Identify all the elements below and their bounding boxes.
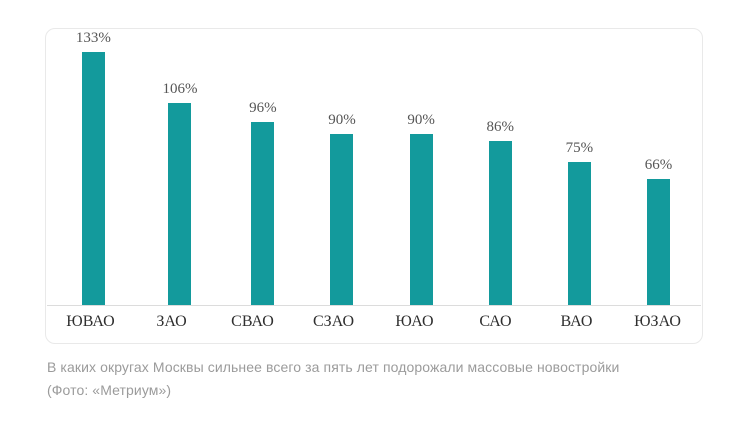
- bar: [409, 134, 433, 305]
- bar-value-label: 133%: [75, 30, 111, 46]
- figure-photo-credit: (Фото: «Метриум»): [47, 382, 172, 398]
- bar-column: 90%: [328, 29, 356, 305]
- x-axis-tick-label: ЮЗАО: [634, 313, 681, 330]
- bar-column: 75%: [565, 29, 594, 305]
- bar-column: 96%: [249, 29, 277, 305]
- bar-chart-plot-area: 133% 106% 96% 90% 90% 86% 75% 66%: [50, 29, 698, 305]
- bar-chart-card: 133% 106% 96% 90% 90% 86% 75% 66% ЮВАО ЗАО СВАО СЗ…: [45, 28, 703, 344]
- x-axis-tick-label: ЗАО: [156, 313, 187, 330]
- bar-value-label: 90%: [407, 112, 435, 128]
- bar-column: 106%: [162, 29, 197, 305]
- bar-column: 90%: [407, 29, 435, 305]
- bar: [81, 52, 105, 305]
- x-axis-tick-label: СЗАО: [313, 313, 354, 330]
- figure-caption-text: В каких округах Москвы сильнее всего за …: [47, 359, 620, 375]
- x-axis-labels: ЮВАО ЗАО СВАО СЗАО ЮАО САО ВАО ЮЗАО: [50, 313, 698, 331]
- bar-column: 66%: [644, 29, 673, 305]
- bar: [646, 179, 670, 305]
- bar-value-label: 106%: [162, 81, 198, 97]
- bar-value-label: 75%: [565, 140, 594, 156]
- x-axis-tick-label: ЮВАО: [66, 313, 115, 330]
- bar: [168, 103, 192, 305]
- bar-value-label: 96%: [249, 100, 277, 116]
- bar: [330, 134, 354, 305]
- bar-value-label: 86%: [486, 119, 514, 135]
- x-axis-tick-label: САО: [479, 313, 512, 330]
- bar: [488, 141, 512, 305]
- bar: [251, 122, 275, 305]
- x-axis-line: [47, 305, 701, 306]
- figure-caption: В каких округах Москвы сильнее всего за …: [47, 356, 707, 402]
- bar: [567, 162, 591, 305]
- bar-value-label: 90%: [328, 112, 356, 128]
- bar-column: 86%: [486, 29, 514, 305]
- x-axis-tick-label: ЮАО: [395, 313, 434, 330]
- x-axis-tick-label: ВАО: [560, 313, 593, 330]
- x-axis-tick-label: СВАО: [231, 313, 274, 330]
- bar-value-label: 66%: [644, 157, 673, 173]
- bar-column: 133%: [76, 29, 111, 305]
